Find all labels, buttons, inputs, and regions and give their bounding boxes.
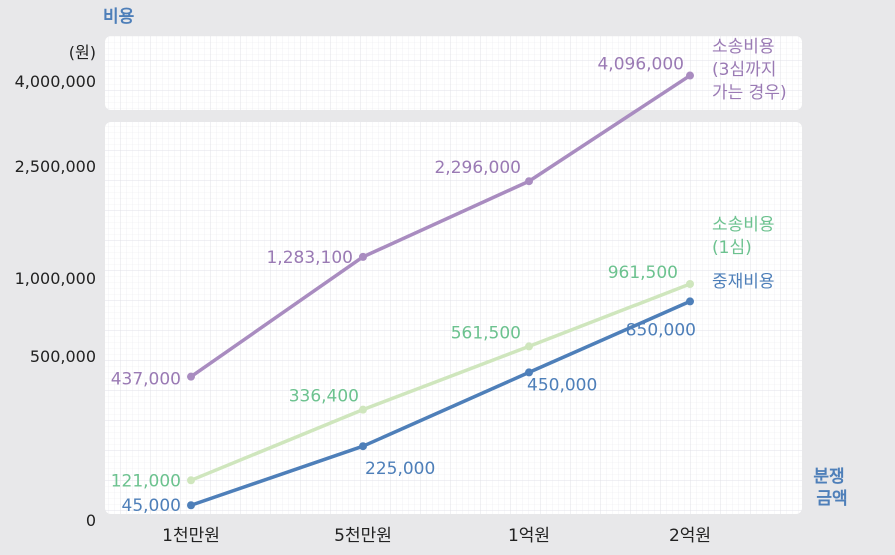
- series-name-label: 소송비용 (1심): [712, 215, 775, 258]
- y-tick-label: 2,500,000: [15, 157, 96, 176]
- data-point: [359, 252, 367, 261]
- y-axis-title: 비용: [103, 7, 135, 27]
- series-name-line: 가는 경우): [712, 83, 787, 103]
- x-axis-title-line-1: 분쟁: [813, 467, 844, 487]
- data-label: 4,096,000: [597, 55, 684, 75]
- plot-panels: [105, 36, 802, 514]
- data-label: 225,000: [365, 459, 435, 479]
- series-name-line: 소송비용: [712, 215, 775, 235]
- series-name-line: 소송비용: [712, 37, 775, 57]
- series-line: [189, 74, 691, 379]
- series-blue: 45,000 225,000 450,000 850,000: [122, 297, 696, 516]
- data-label: 336,400: [289, 387, 359, 407]
- y-axis-unit: (원): [69, 43, 96, 62]
- y-tick-labels: 0 500,000 1,000,000 2,500,000 4,000,000: [15, 72, 96, 530]
- x-tick-label: 1억원: [508, 526, 550, 546]
- x-tick-labels: 1천만원 5천만원 1억원 2억원: [162, 526, 711, 546]
- series-layer: 437,000 1,283,100 2,296,000 4,096,000 121,00…: [111, 55, 696, 517]
- data-point: [686, 297, 694, 306]
- y-tick-label: 1,000,000: [15, 269, 96, 288]
- series-name-line: (3심까지: [712, 60, 776, 80]
- y-tick-label: 0: [86, 511, 96, 530]
- data-label: 561,500: [451, 323, 521, 343]
- data-label: 45,000: [122, 496, 181, 516]
- data-point: [359, 442, 367, 451]
- series-name-line: (1심): [712, 238, 752, 258]
- series-name-label: 중재비용: [712, 272, 775, 292]
- x-tick-label: 2억원: [669, 526, 711, 546]
- series-lightgreen: 121,000 336,400 561,500 961,500: [111, 263, 694, 491]
- data-point: [359, 405, 367, 414]
- data-point: [525, 342, 533, 351]
- series-line: [190, 299, 691, 507]
- data-point: [187, 501, 195, 510]
- y-tick-label: 500,000: [30, 347, 96, 366]
- data-point: [525, 177, 533, 186]
- x-axis-title: 분쟁 금액: [813, 467, 850, 509]
- data-point: [525, 368, 533, 377]
- series-purple: 437,000 1,283,100 2,296,000 4,096,000: [111, 55, 694, 390]
- x-tick-label: 1천만원: [162, 526, 220, 546]
- data-label: 961,500: [608, 263, 678, 283]
- data-label: 450,000: [527, 375, 597, 395]
- data-label: 2,296,000: [434, 158, 521, 178]
- data-point: [686, 280, 694, 289]
- data-label: 437,000: [111, 370, 181, 390]
- data-point: [686, 71, 694, 80]
- data-point: [187, 476, 195, 485]
- series-name-line: 중재비용: [712, 272, 775, 292]
- data-point: [187, 372, 195, 381]
- x-tick-label: 5천만원: [334, 526, 392, 546]
- x-axis-title-line-2: 금액: [816, 489, 847, 509]
- y-tick-label: 4,000,000: [15, 72, 96, 91]
- data-label: 121,000: [111, 471, 181, 491]
- series-line: [190, 282, 691, 482]
- data-label: 1,283,100: [266, 248, 353, 268]
- data-label: 850,000: [626, 320, 696, 340]
